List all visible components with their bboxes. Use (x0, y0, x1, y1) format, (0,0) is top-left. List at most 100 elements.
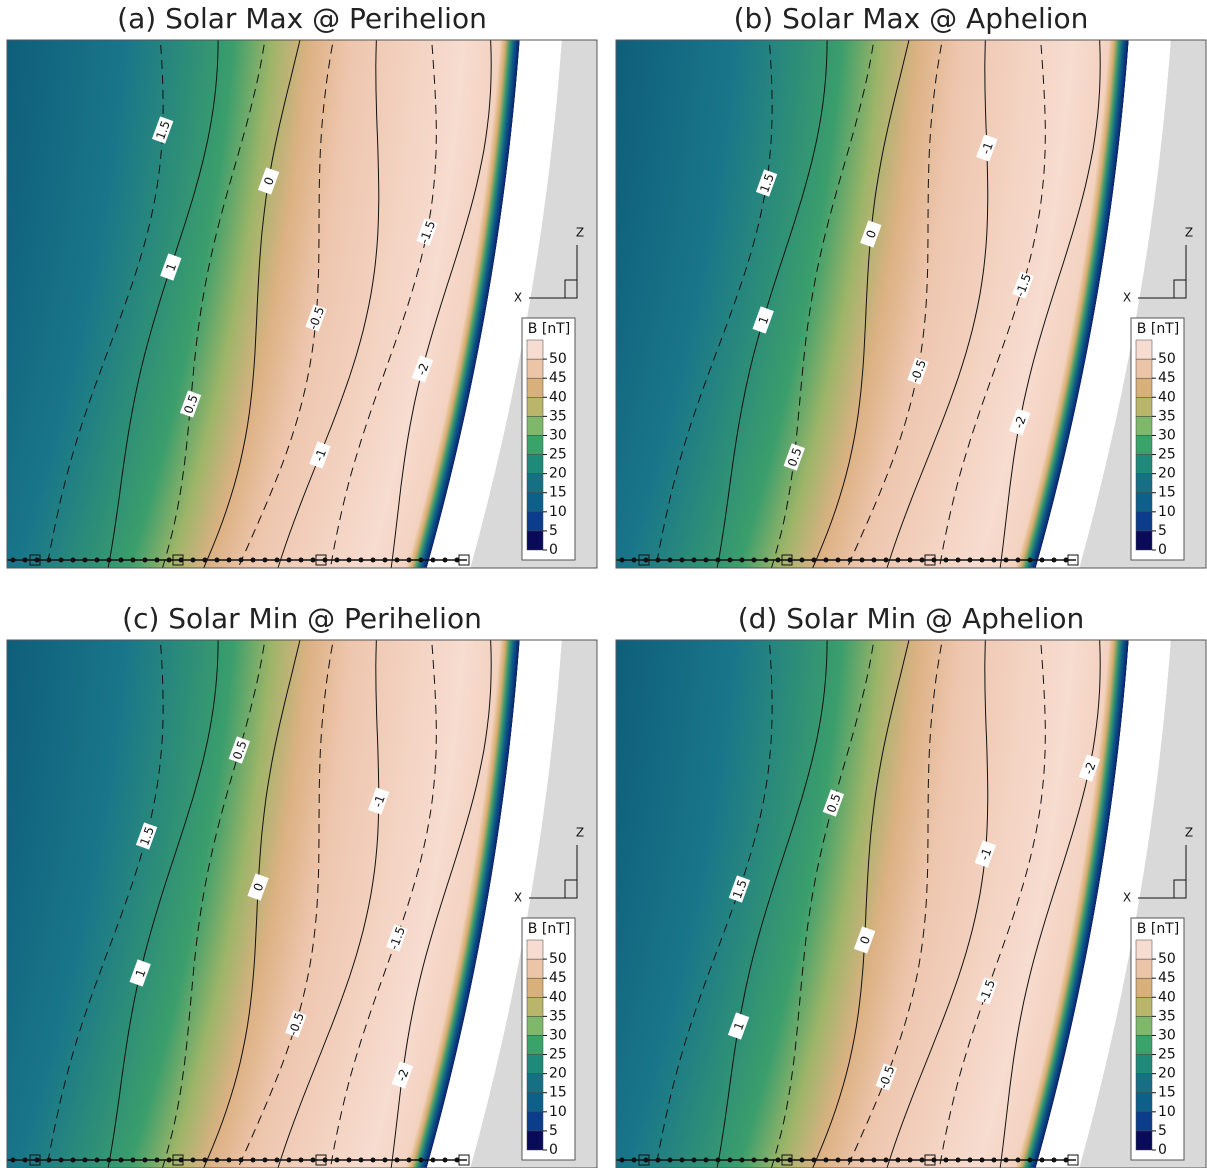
contour-label: 1.5 (728, 875, 751, 903)
orbit-dot (298, 557, 304, 563)
orbit-dot (238, 557, 244, 563)
contour-line (203, 40, 301, 568)
orbit-dot (106, 557, 112, 563)
orbit-dot (166, 557, 172, 563)
orbit-dot (799, 557, 805, 563)
contour-label: 0 (257, 167, 280, 195)
orbit-dot (70, 1157, 76, 1163)
contour-line (846, 40, 943, 568)
label-bg (976, 134, 998, 162)
colorbar-swatch (1135, 1016, 1153, 1036)
orbit-dot (322, 557, 328, 563)
contour-label-text: -2 (1012, 414, 1029, 430)
contour-label: -1 (976, 134, 998, 162)
orbit-dot (691, 557, 697, 563)
orbit-box (638, 1154, 650, 1166)
colorbar-tick-label: 5 (549, 1123, 558, 1139)
contour-line (203, 640, 301, 1168)
colorbar-tick-label: 45 (549, 970, 567, 986)
orbit-dot (454, 557, 460, 563)
orbit-dot (1015, 557, 1021, 563)
orbit-dot (226, 557, 232, 563)
triad-box (1173, 879, 1187, 899)
orbit-dot (1063, 1157, 1069, 1163)
orbit-dot (202, 1157, 208, 1163)
colorbar-swatch (526, 511, 544, 532)
orbit-dot (1027, 1157, 1033, 1163)
contour-label: 1.5 (135, 822, 158, 850)
orbit-dot (274, 557, 280, 563)
contour-label-text: 0 (251, 881, 267, 893)
contour-line (161, 40, 266, 568)
colorbar-tick-label: 0 (549, 542, 558, 558)
colorbar-tick-label: 10 (549, 1104, 567, 1120)
contour-label: -2 (391, 1061, 414, 1089)
field-fill (7, 640, 597, 1168)
colorbar-swatch (1135, 358, 1153, 379)
contour-label-text: -2 (414, 361, 431, 377)
orbit-dot (142, 557, 148, 563)
colorbar-swatch (526, 358, 544, 379)
orbit-dot (727, 557, 733, 563)
orbit-box (924, 1154, 936, 1166)
orbit-dot (286, 557, 292, 563)
orbit-dot (346, 1157, 352, 1163)
colorbar-swatch (526, 1016, 544, 1036)
contour-label: -2 (1009, 408, 1031, 436)
colorbar-tick-label: 35 (1158, 408, 1176, 424)
contour-label-text: 1 (756, 314, 772, 326)
orbit-dot (442, 1157, 448, 1163)
contour-label: -1 (974, 840, 996, 868)
contour-label: 1.5 (151, 116, 174, 144)
colorbar-label: B [nT] (528, 921, 570, 937)
contour-label-text: 0 (261, 175, 277, 187)
z-label: Z (576, 826, 584, 840)
orbit-dot (715, 557, 721, 563)
orbit-dot (10, 557, 16, 563)
orbit-dot (214, 1157, 220, 1163)
colorbar-tick-label: 0 (1158, 1142, 1167, 1158)
contour-label-text: 0.5 (181, 393, 201, 416)
orbit-dot (955, 557, 961, 563)
label-bg (391, 1061, 414, 1089)
orbit-dot (334, 1157, 340, 1163)
orbit-dot (931, 1157, 937, 1163)
colorbar-tick-label: 20 (549, 466, 567, 482)
contour-label-text: -1 (979, 140, 996, 156)
label-bg (151, 116, 174, 144)
orbit-dot (859, 1157, 865, 1163)
colorbar-tick-label: 35 (549, 408, 567, 424)
orbit-dot (787, 557, 793, 563)
frame (6, 639, 598, 1168)
orbit-dot (34, 1157, 40, 1163)
label-bg (305, 304, 327, 332)
label-bg (411, 355, 434, 383)
contour-label: 0.5 (228, 736, 251, 764)
contour-label: 1 (727, 1012, 750, 1040)
orbit-dot (118, 1157, 124, 1163)
colorbar-tick-label: 10 (549, 504, 567, 520)
orbit-dot (286, 1157, 292, 1163)
colorbar-tick-label: 15 (1158, 1085, 1176, 1101)
orbit-dot (895, 557, 901, 563)
orbit-dot (238, 1157, 244, 1163)
orbit-dot (382, 557, 388, 563)
colorbar-tick-label: 40 (1158, 989, 1176, 1005)
contour-label: -2 (1078, 754, 1101, 782)
orbit-dot (619, 557, 625, 563)
label-bg (907, 357, 929, 385)
orbit-dot (442, 557, 448, 563)
contour-line (938, 640, 1046, 1168)
orbit-dot (715, 1157, 721, 1163)
contour-label: 0 (853, 926, 876, 954)
colorbar-tick-label: 0 (549, 1142, 558, 1158)
colorbar-swatch (526, 1054, 544, 1074)
orbit-dot (262, 557, 268, 563)
orbit-dot (763, 557, 769, 563)
colorbar-tick-label: 25 (1158, 447, 1176, 463)
contour-label-text: 0 (863, 228, 879, 240)
label-bg (727, 1012, 750, 1040)
orbit-dot (1015, 1157, 1021, 1163)
colorbar-tick-label: 5 (1158, 523, 1167, 539)
